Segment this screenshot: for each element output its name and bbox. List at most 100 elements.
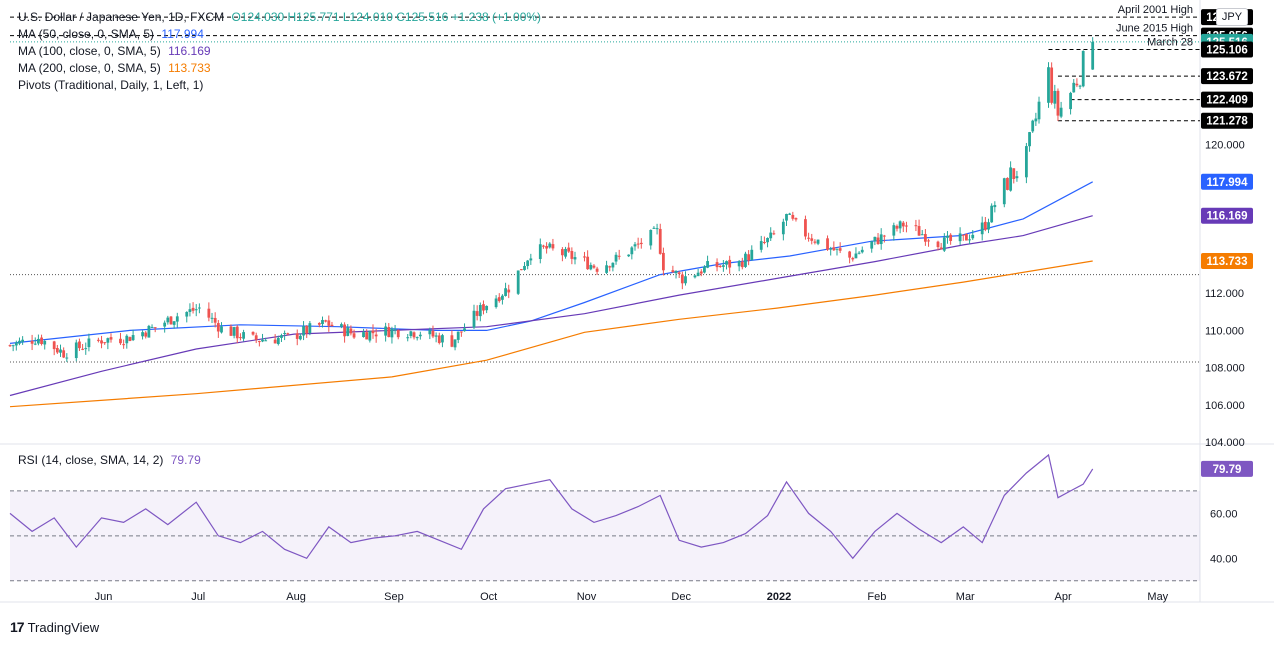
rsi-label: RSI (14, close, SMA, 14, 2) <box>18 453 164 467</box>
candle-body <box>605 265 608 273</box>
candle-body <box>11 345 15 347</box>
candle-body <box>611 262 615 268</box>
candle-body <box>693 275 697 278</box>
legend-pivots[interactable]: Pivots (Traditional, Daily, 1, Left, 1) <box>18 77 203 93</box>
price-tick-label: 108.000 <box>1205 363 1245 375</box>
candle-body <box>583 256 586 258</box>
rsi-value: 79.79 <box>170 453 201 467</box>
price-tick-label: 110.000 <box>1205 325 1244 337</box>
price-badge <box>1201 207 1253 224</box>
legend-ma200[interactable]: MA (200, close, 0, SMA, 5) 113.733 <box>18 60 211 76</box>
candle-body <box>456 331 460 340</box>
candle-body <box>175 316 179 322</box>
candle-body <box>74 342 78 359</box>
candle-body <box>968 239 971 241</box>
candle-body <box>649 229 653 246</box>
candle-body <box>901 222 905 227</box>
candle-body <box>699 271 703 274</box>
candle-body <box>655 228 659 230</box>
ma100-label: MA (100, close, 0, SMA, 5) <box>18 44 161 58</box>
candle-body <box>519 269 523 271</box>
candle-body <box>781 221 785 235</box>
candle-body <box>374 334 378 337</box>
candle-body <box>257 341 261 343</box>
candle-body <box>763 241 766 243</box>
candle-body <box>220 326 223 333</box>
candle-body <box>343 324 346 337</box>
candle-body <box>453 339 457 348</box>
candle-body <box>744 253 747 267</box>
candle-body <box>971 234 975 239</box>
candle-body <box>434 335 438 337</box>
candle-body <box>882 235 886 237</box>
candle-body <box>826 238 829 250</box>
candle-body <box>542 245 545 247</box>
candle-body <box>1072 82 1076 93</box>
candle-body <box>993 205 997 208</box>
level-label: March 28 <box>1147 37 1193 49</box>
candle-body <box>1028 132 1031 147</box>
candle-body <box>283 332 287 334</box>
candle-body <box>658 228 662 254</box>
ma100-value: 116.169 <box>168 44 211 58</box>
candle-body <box>914 225 918 227</box>
candle-body <box>671 270 675 273</box>
candle-body <box>523 265 526 270</box>
candle-body <box>437 335 441 343</box>
ma200-label: MA (200, close, 0, SMA, 5) <box>18 61 161 75</box>
candle-body <box>78 341 81 349</box>
candle-body <box>501 295 504 300</box>
candle-body <box>1009 167 1013 191</box>
candle-body <box>949 234 953 241</box>
legend-ma50[interactable]: MA (50, close, 0, SMA, 5) 117.994 <box>18 26 204 42</box>
candle-body <box>163 322 167 327</box>
candle-body <box>595 268 599 272</box>
candle-body <box>829 248 833 250</box>
candle-body <box>617 255 621 257</box>
candle-body <box>463 328 466 332</box>
candle-body <box>122 344 126 346</box>
candle-body <box>538 244 542 259</box>
price-tick-label: 104.000 <box>1205 437 1245 449</box>
candle-body <box>516 270 520 294</box>
price-tick-label: 112.000 <box>1205 288 1244 300</box>
candles[interactable] <box>8 37 1095 362</box>
candle-body <box>1002 178 1006 205</box>
candle-body <box>475 311 479 316</box>
legend-ma100[interactable]: MA (100, close, 0, SMA, 5) 116.169 <box>18 43 211 59</box>
candle-body <box>100 340 103 344</box>
rsi-line-path <box>9 453 1094 560</box>
candle-body <box>1091 41 1095 70</box>
candle-body <box>958 233 962 242</box>
price-badge <box>1201 68 1253 85</box>
candle-body <box>84 348 88 350</box>
candle-body <box>387 327 391 337</box>
candle-body <box>1047 67 1050 103</box>
currency-button[interactable]: JPY <box>1216 8 1248 26</box>
candle-body <box>715 262 719 268</box>
candle-body <box>106 338 110 343</box>
candle-body <box>807 237 810 239</box>
legend-rsi[interactable]: RSI (14, close, SMA, 14, 2) 79.79 <box>18 452 201 468</box>
rsi-line <box>9 453 1094 560</box>
brand-name: TradingView <box>27 619 100 635</box>
candle-body <box>393 329 397 331</box>
candle-body <box>21 339 25 342</box>
brand[interactable]: 17 TradingView <box>10 619 99 635</box>
candle-body <box>273 339 277 344</box>
candle-body <box>661 252 665 271</box>
candle-body <box>870 241 874 249</box>
candle-body <box>633 244 637 247</box>
candle-body <box>614 254 618 262</box>
candle-body <box>592 265 596 268</box>
candle-body <box>630 247 634 255</box>
price-badge <box>1201 173 1253 190</box>
candle-body <box>838 248 842 251</box>
candle-body <box>302 326 305 336</box>
candle-body <box>1053 90 1057 104</box>
candle-body <box>504 288 507 296</box>
candle-body <box>485 305 489 311</box>
ma50-label: MA (50, close, 0, SMA, 5) <box>18 27 155 41</box>
candle-body <box>194 309 198 311</box>
